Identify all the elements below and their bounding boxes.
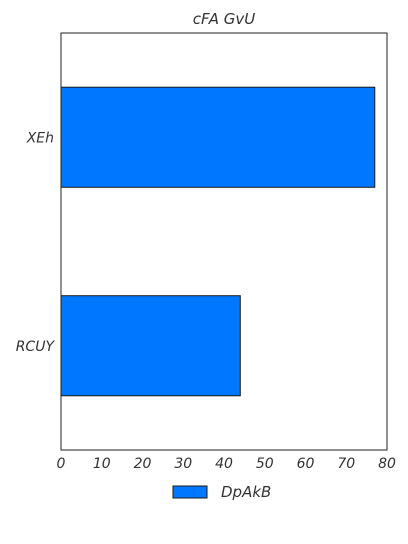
bars-layer	[60, 86, 376, 397]
x-axis-labels: 0 10 20 30 40 50 60 70 80	[57, 456, 396, 472]
x-tick-label: 10	[93, 456, 111, 472]
legend: DpAkB	[172, 483, 271, 501]
x-tick-label: 30	[174, 456, 192, 472]
bar-xeh	[60, 86, 376, 188]
plot-frame	[60, 32, 388, 451]
legend-label: DpAkB	[221, 483, 271, 501]
x-tick-label: 80	[378, 456, 396, 472]
x-tick-label: 20	[134, 456, 152, 472]
bar-rcuy	[60, 295, 241, 397]
y-tick-label: RCUY	[16, 339, 56, 355]
chart-title: cFA GvU	[193, 10, 256, 28]
x-tick-label: 70	[337, 456, 355, 472]
x-tick-label: 50	[256, 456, 274, 472]
y-axis-labels: XEh RCUY	[16, 130, 56, 355]
x-tick-label: 40	[215, 456, 233, 472]
y-tick-label: XEh	[26, 130, 54, 146]
legend-swatch	[172, 485, 208, 499]
x-tick-label: 60	[297, 456, 315, 472]
x-tick-label: 0	[57, 456, 66, 472]
